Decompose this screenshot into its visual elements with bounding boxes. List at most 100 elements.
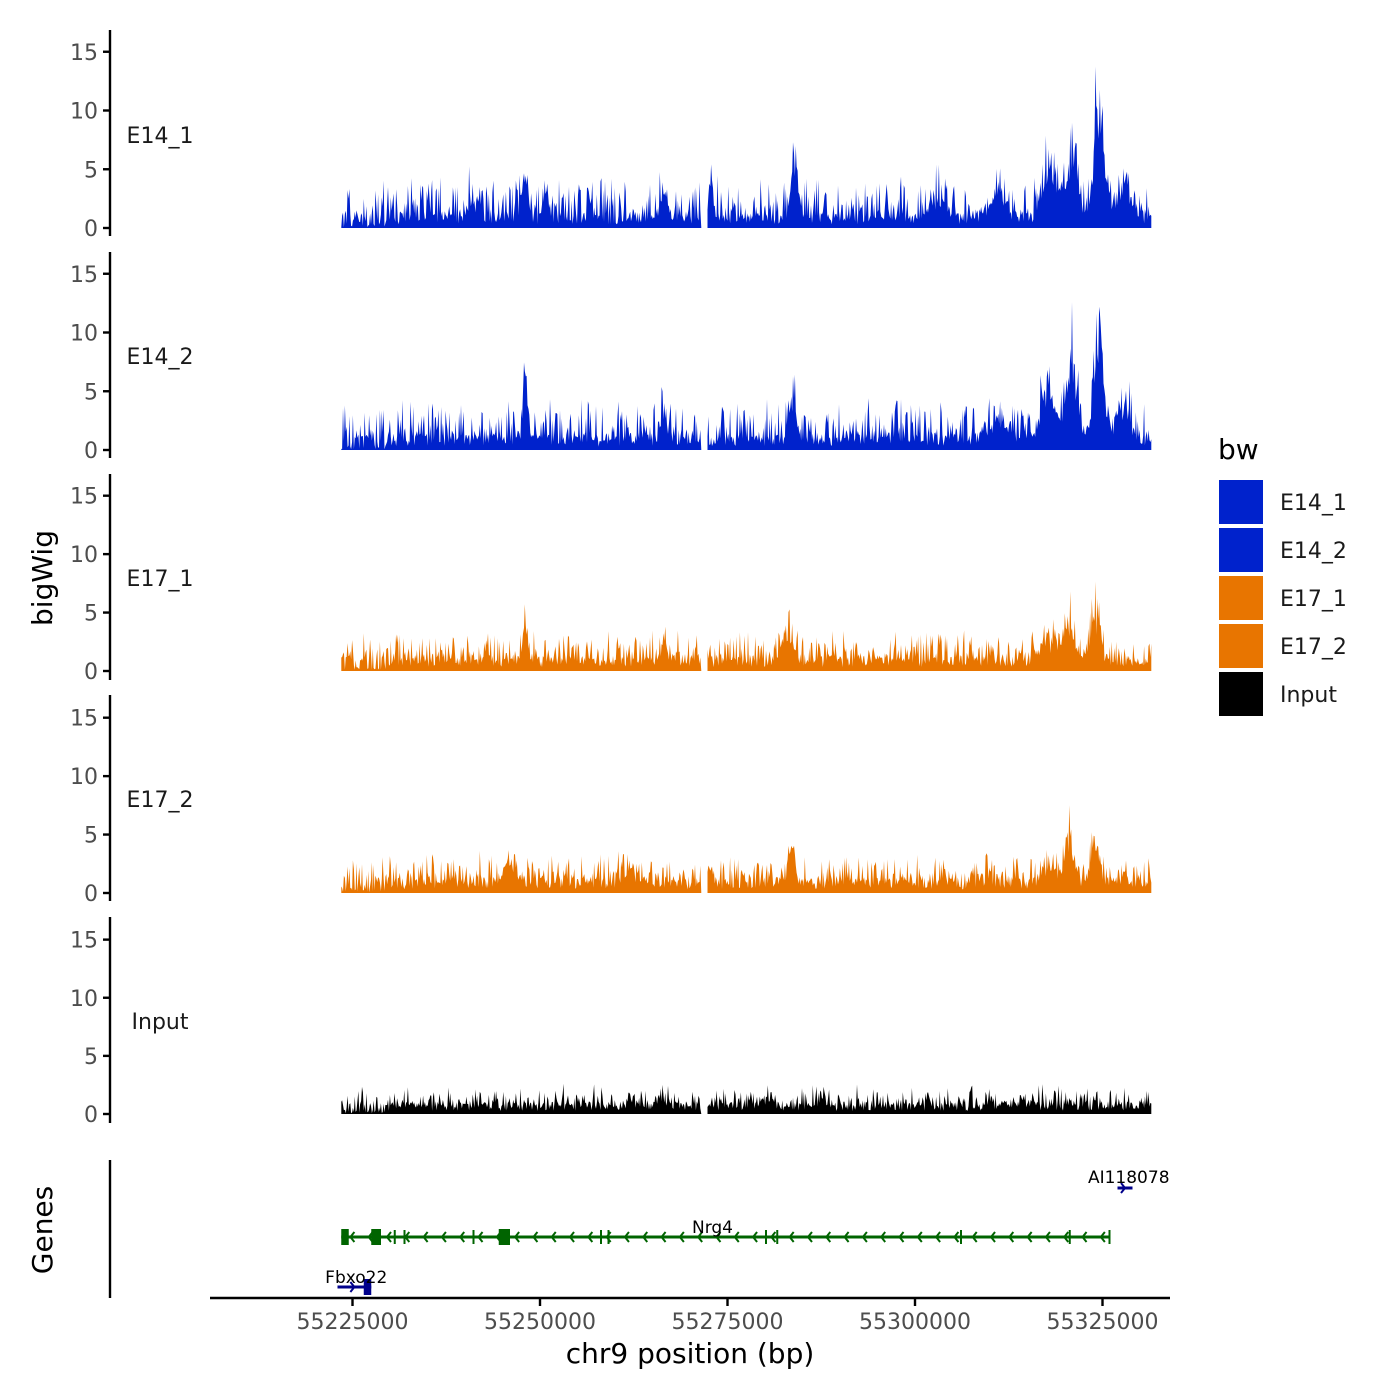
y-tick-label: 15: [70, 485, 98, 510]
strand-arrow: [733, 1231, 740, 1243]
x-tick-label: 55300000: [859, 1310, 971, 1335]
gene-exon: [776, 1230, 779, 1244]
y-tick-label: 5: [84, 1045, 98, 1070]
strand-arrow: [385, 1231, 392, 1243]
y-tick-label: 0: [84, 217, 98, 242]
track-label: E17_2: [127, 788, 194, 813]
y-tick-label: 15: [70, 263, 98, 288]
gene-exon: [1068, 1230, 1071, 1244]
x-axis: 55225000 55250000 55275000 55300000 5532…: [210, 1296, 1170, 1335]
strand-arrow: [495, 1231, 502, 1243]
strand-arrow: [989, 1231, 996, 1243]
y-tick-label: 5: [84, 602, 98, 627]
strand-arrow: [678, 1231, 685, 1243]
y-tick-label: 0: [84, 1103, 98, 1128]
strand-arrow: [788, 1231, 795, 1243]
gene-ai118078: AI118078: [1088, 1168, 1170, 1194]
track-label: E17_1: [127, 567, 194, 592]
gene-exon: [341, 1229, 349, 1245]
genes-panel: Nrg4 Fbxo22 AI118078: [108, 1160, 1170, 1298]
strand-arrow: [532, 1231, 539, 1243]
y-tick-label: 15: [70, 41, 98, 66]
gene-exon: [765, 1230, 767, 1244]
strand-arrow: [806, 1231, 813, 1243]
strand-arrow: [623, 1231, 630, 1243]
signal-area-e14-1: [341, 66, 1152, 228]
strand-arrow: [568, 1231, 575, 1243]
strand-arrow: [641, 1231, 649, 1243]
strand-arrow: [605, 1231, 612, 1243]
strand-arrow: [1044, 1231, 1051, 1243]
legend: bw E14_1 E14_2 E17_1 E17_2 Input: [1218, 433, 1347, 716]
strand-arrow: [349, 1281, 356, 1293]
y-tick-label: 15: [70, 707, 98, 732]
strand-arrow: [440, 1231, 447, 1243]
legend-key-e17-1: [1219, 576, 1263, 620]
y-tick-label: 5: [84, 824, 98, 849]
strand-arrow: [587, 1231, 594, 1243]
strand-arrow: [861, 1231, 868, 1243]
strand-arrow: [513, 1231, 520, 1243]
x-tick-label: 55225000: [297, 1310, 409, 1335]
gene-strand-arrows: [349, 1231, 1106, 1243]
y-tick-label: 10: [70, 987, 98, 1012]
y-tick-label: 10: [70, 543, 98, 568]
y-ticks: 0 5 10 15: [70, 485, 110, 685]
strand-arrow: [916, 1231, 923, 1243]
y-tick-label: 10: [70, 765, 98, 790]
track-panel-e17-1: E17_1 0 5 10 15: [70, 474, 1152, 685]
x-tick-label: 55325000: [1047, 1310, 1159, 1335]
y-ticks: 0 5 10 15: [70, 707, 110, 907]
x-tick-label: 55275000: [672, 1310, 784, 1335]
signal-area-e14-2: [341, 302, 1152, 450]
gene-strand-arrows: [1120, 1182, 1127, 1194]
y-tick-label: 5: [84, 158, 98, 183]
strand-arrow: [770, 1231, 777, 1243]
track-label: E14_1: [127, 124, 194, 149]
legend-label-input: Input: [1280, 683, 1337, 708]
strand-arrow: [550, 1231, 557, 1243]
gene-exon: [960, 1230, 962, 1244]
gene-exon: [607, 1230, 610, 1244]
legend-title: bw: [1218, 433, 1259, 466]
track-panel-e17-2: E17_2 0 5 10 15: [70, 695, 1152, 907]
gene-nrg4: Nrg4: [341, 1218, 1111, 1245]
y-tick-label: 5: [84, 380, 98, 405]
gene-exon: [498, 1229, 510, 1245]
strand-arrow: [715, 1231, 722, 1243]
y-tick-label: 0: [84, 439, 98, 464]
x-axis-title: chr9 position (bp): [566, 1337, 815, 1370]
track-panel-e14-2: E14_2 0 5 10 15: [70, 252, 1152, 464]
strand-arrow: [1008, 1231, 1015, 1243]
strand-arrow: [1081, 1231, 1088, 1243]
track-label: Input: [132, 1010, 189, 1035]
signal-area-input: [341, 1083, 1152, 1114]
gene-exons: [363, 1279, 372, 1295]
y-ticks: 0 5 10 15: [70, 263, 110, 464]
strand-arrow: [696, 1231, 703, 1243]
legend-key-e17-2: [1219, 624, 1263, 668]
genes-axis-title: Genes: [26, 1186, 59, 1274]
y-ticks: 0 5 10 15: [70, 929, 110, 1128]
strand-arrow: [349, 1231, 356, 1243]
gene-exon: [472, 1230, 475, 1244]
gene-label: Fbxo22: [325, 1268, 387, 1288]
legend-key-input: [1219, 672, 1263, 716]
y-axis-title: bigWig: [26, 530, 59, 626]
legend-key-e14-2: [1219, 528, 1263, 572]
strand-arrow: [825, 1231, 832, 1243]
strand-arrow: [1026, 1231, 1033, 1243]
signal-area-e17-2: [341, 805, 1152, 893]
signal-area-e17-1: [341, 581, 1152, 671]
y-ticks: 0 5 10 15: [70, 41, 110, 242]
x-tick-label: 55250000: [484, 1310, 596, 1335]
strand-arrow: [458, 1231, 466, 1243]
gene-exon: [600, 1230, 602, 1244]
y-tick-label: 10: [70, 100, 98, 125]
legend-label-e14-2: E14_2: [1280, 539, 1347, 564]
strand-arrow: [879, 1231, 886, 1243]
gene-exon: [393, 1230, 396, 1244]
strand-arrow: [422, 1231, 429, 1243]
strand-arrow: [404, 1231, 411, 1243]
